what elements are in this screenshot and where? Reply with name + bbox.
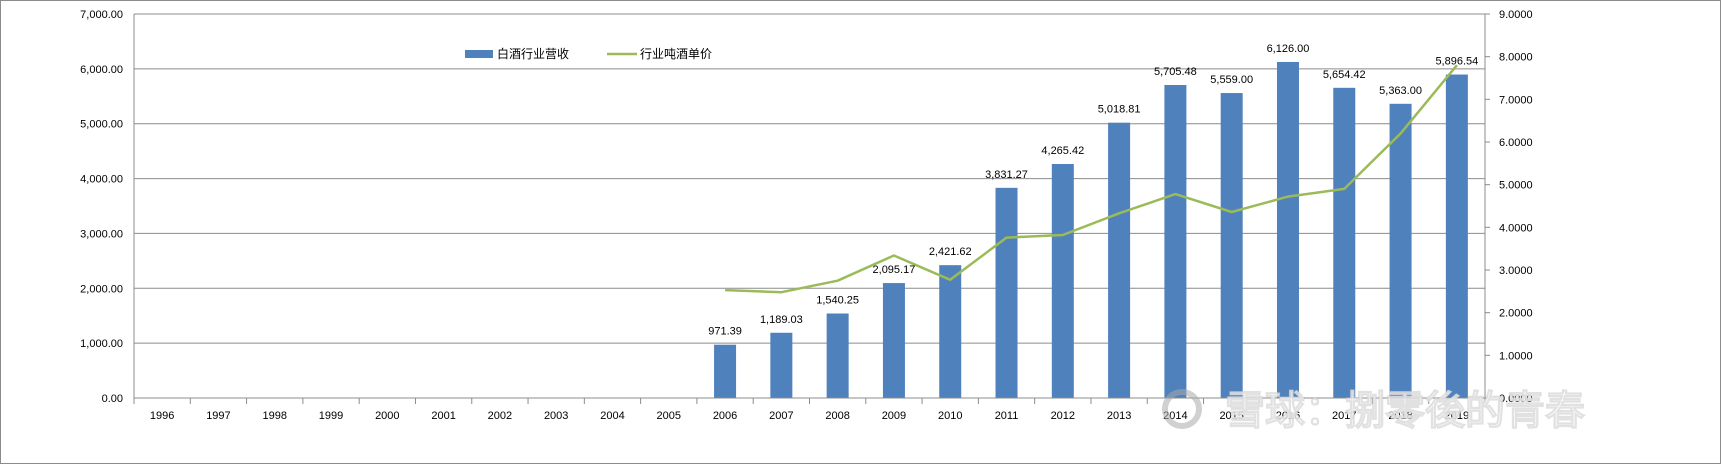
bar — [1051, 164, 1074, 398]
bar-data-label: 5,018.81 — [1098, 104, 1141, 116]
bar-data-label: 5,654.42 — [1323, 69, 1366, 81]
y-left-tick-label: 3,000.00 — [80, 228, 123, 240]
bar — [882, 283, 905, 398]
watermark: 雪球：捌零後的青春 — [1162, 389, 1586, 434]
label-layer: 971.39 1,189.03 1,540.25 2,095.17 2,421.62 3,… — [708, 43, 1478, 338]
bar-data-label: 5,363.00 — [1379, 85, 1422, 97]
bar — [995, 187, 1018, 398]
x-tick-label: 2008 — [825, 410, 849, 422]
x-tick-label: 2013 — [1107, 410, 1131, 422]
bar — [770, 332, 793, 398]
x-tick-label: 2016 — [1276, 410, 1300, 422]
y-left-tick-label: 2,000.00 — [80, 283, 123, 295]
watermark-text: 雪球：捌零後的青春 — [1225, 389, 1585, 433]
y-right-tick-label: 9.0000 — [1499, 9, 1533, 21]
bar — [1108, 122, 1131, 398]
x-tick-label: 2001 — [431, 410, 455, 422]
y-left-tick-label: 7,000.00 — [80, 9, 123, 21]
line-layer — [724, 64, 1458, 294]
y-left-tick-label: 6,000.00 — [80, 64, 123, 76]
bar-data-label: 971.39 — [708, 326, 742, 338]
y-left-tick-label: 0.00 — [102, 393, 123, 405]
bar-data-label: 5,896.54 — [1435, 56, 1478, 68]
legend-line-label: 行业吨酒单价 — [640, 47, 712, 61]
y-right-tick-label: 6.0000 — [1499, 137, 1533, 149]
bar — [1333, 87, 1356, 399]
bar — [1445, 74, 1468, 399]
y-right-tick-label: 0.0000 — [1499, 393, 1533, 405]
y-right-tick-label: 5.0000 — [1499, 180, 1533, 192]
y-left-tick-label: 5,000.00 — [80, 119, 123, 131]
bar-data-label: 5,559.00 — [1210, 74, 1253, 86]
legend-bar-label: 白酒行业营收 — [497, 46, 569, 61]
bar — [826, 313, 849, 398]
y-right-tick-label: 7.0000 — [1499, 94, 1533, 106]
bar-data-label: 3,831.27 — [985, 169, 1028, 181]
bar — [1164, 85, 1187, 398]
x-tick-label: 2003 — [544, 410, 568, 422]
x-tick-label: 1998 — [262, 410, 286, 422]
bar-data-label: 1,189.03 — [760, 314, 803, 326]
y-right-tick-label: 4.0000 — [1499, 222, 1533, 234]
y-left-tick-label: 4,000.00 — [80, 174, 123, 186]
x-tick-label: 2000 — [375, 410, 399, 422]
x-tick-label: 2010 — [938, 410, 962, 422]
bar-layer — [714, 61, 1468, 399]
price-line — [725, 64, 1458, 294]
x-tick-label: 2019 — [1445, 410, 1469, 422]
x-tick-label: 2012 — [1051, 410, 1075, 422]
bar — [1220, 93, 1243, 399]
legend: 白酒行业营收 行业吨酒单价 — [465, 46, 712, 61]
legend-bar-swatch — [465, 50, 493, 58]
x-tick-label: 2018 — [1388, 410, 1412, 422]
y-right-tick-label: 3.0000 — [1499, 265, 1533, 277]
x-tick-label: 2017 — [1332, 410, 1356, 422]
x-tick-label: 2004 — [600, 410, 624, 422]
x-tick-label: 2011 — [995, 410, 1019, 422]
axis-layer: 0.00 1,000.00 2,000.00 3,000.00 4,000.00 5,00… — [80, 9, 1532, 422]
x-tick-label: 2002 — [488, 410, 512, 422]
bar-data-label: 6,126.00 — [1267, 43, 1310, 55]
watermark-logo-icon — [1162, 389, 1202, 429]
x-tick-label: 2006 — [713, 410, 737, 422]
bar-data-label: 1,540.25 — [816, 295, 859, 307]
x-tick-label: 1996 — [150, 410, 174, 422]
x-tick-label: 2015 — [1219, 410, 1243, 422]
y-right-tick-label: 8.0000 — [1499, 52, 1533, 64]
bar-data-label: 5,705.48 — [1154, 66, 1197, 78]
x-tick-label: 2007 — [769, 410, 793, 422]
x-tick-label: 2009 — [882, 410, 906, 422]
bar-data-label: 2,421.62 — [929, 246, 972, 258]
y-left-tick-label: 1,000.00 — [80, 338, 123, 350]
x-tick-label: 1997 — [206, 410, 230, 422]
bar-data-label: 4,265.42 — [1041, 145, 1084, 157]
bar-data-label: 2,095.17 — [873, 264, 916, 276]
bar — [1389, 103, 1412, 398]
bar — [1276, 61, 1299, 399]
bar — [939, 265, 962, 398]
x-tick-label: 2005 — [657, 410, 681, 422]
y-right-tick-label: 2.0000 — [1499, 308, 1533, 320]
bar — [714, 344, 737, 398]
x-tick-label: 1999 — [319, 410, 343, 422]
y-right-tick-label: 1.0000 — [1499, 350, 1533, 362]
